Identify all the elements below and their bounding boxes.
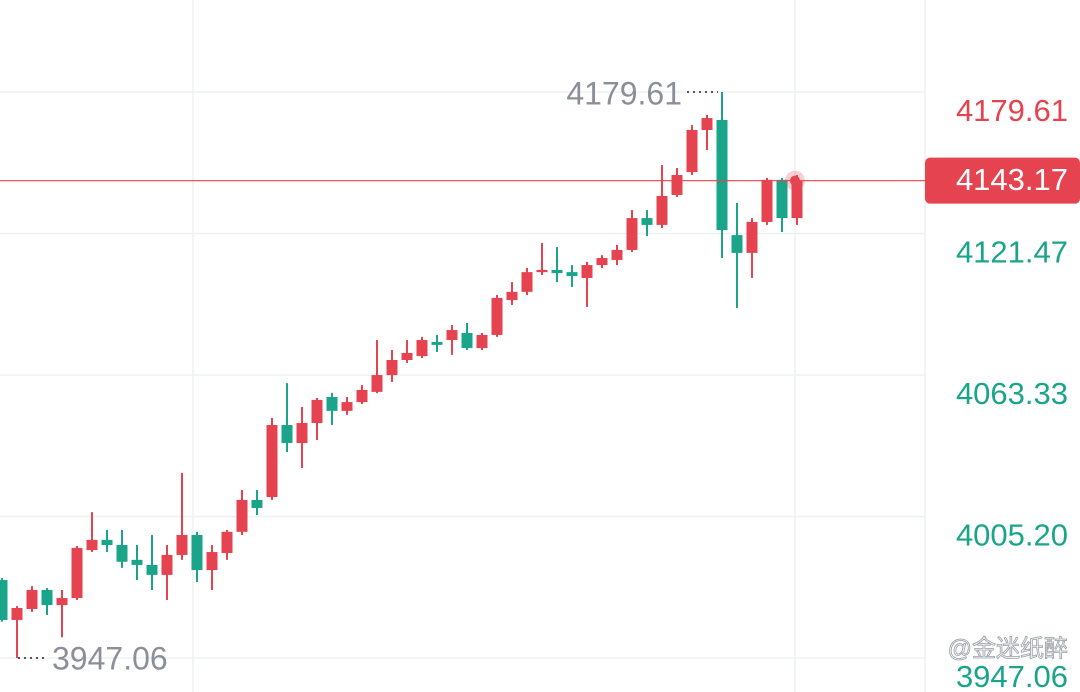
y-tick-label: 4005.20: [956, 518, 1068, 553]
candle-body: [206, 552, 218, 571]
candle-body: [326, 396, 338, 411]
candle-body: [701, 118, 713, 130]
candle-body: [101, 539, 113, 545]
candle-body: [461, 332, 473, 349]
candle-body: [566, 272, 578, 277]
candle-body: [641, 218, 653, 225]
candle-body: [656, 195, 668, 225]
candle-body: [596, 258, 608, 266]
candle-body: [296, 423, 308, 443]
candle-body: [0, 580, 8, 620]
candle-body: [626, 218, 638, 250]
candle-body: [221, 531, 233, 554]
candle-body: [371, 375, 383, 392]
candle-body: [341, 402, 353, 411]
current-price-label: 4143.17: [956, 162, 1068, 197]
candle-body: [731, 235, 743, 253]
candle-body: [686, 129, 698, 173]
current-price-dot: [790, 175, 800, 186]
candle-body: [281, 424, 293, 443]
candle-body: [176, 535, 188, 555]
candle-body: [446, 330, 458, 341]
candles: [0, 91, 803, 659]
overlay: 4179.61 4121.47 4063.33 4005.20 3947.06 4143.…: [0, 75, 1080, 692]
candle-body: [551, 269, 563, 274]
candle-body: [311, 399, 323, 424]
candle-body: [401, 352, 413, 360]
candle-body: [431, 341, 443, 345]
candle-body: [671, 175, 683, 195]
candle-body: [386, 359, 398, 376]
candle-body: [476, 334, 488, 349]
y-tick-label: 3947.06: [956, 659, 1068, 692]
candle-body: [356, 389, 368, 403]
candle-body: [86, 539, 98, 551]
candle-body: [536, 269, 548, 273]
y-tick-label: 4179.61: [956, 93, 1068, 128]
candle-body: [416, 340, 428, 357]
candle-body: [236, 499, 248, 532]
watermark: @金迷纸醉: [948, 635, 1068, 662]
candle-body: [266, 424, 278, 498]
candle-body: [716, 119, 728, 231]
candle-body: [41, 590, 53, 606]
candle-body: [776, 179, 788, 219]
candle-body: [521, 272, 533, 292]
candle-body: [761, 179, 773, 222]
candle-body: [56, 598, 68, 606]
high-annotation: 4179.61: [566, 75, 682, 111]
y-tick-label: 4121.47: [956, 235, 1068, 270]
candle-body: [11, 608, 23, 620]
candle-body: [611, 249, 623, 260]
candle-body: [191, 535, 203, 571]
candle-body: [116, 544, 128, 562]
candle-body: [251, 499, 263, 508]
candle-body: [161, 554, 173, 575]
grid: [0, 91, 925, 659]
candle-body: [506, 291, 518, 301]
candle-body: [581, 265, 593, 278]
candle-body: [71, 547, 83, 599]
y-tick-label: 4063.33: [956, 376, 1068, 411]
candle-body: [491, 297, 503, 335]
candle-body: [746, 221, 758, 253]
candle-body: [146, 564, 158, 575]
candle-body: [131, 559, 143, 565]
candle-body: [26, 590, 38, 609]
current-price-badge: [925, 157, 1080, 204]
low-annotation: 3947.06: [52, 640, 168, 676]
candle-body: [791, 180, 803, 219]
